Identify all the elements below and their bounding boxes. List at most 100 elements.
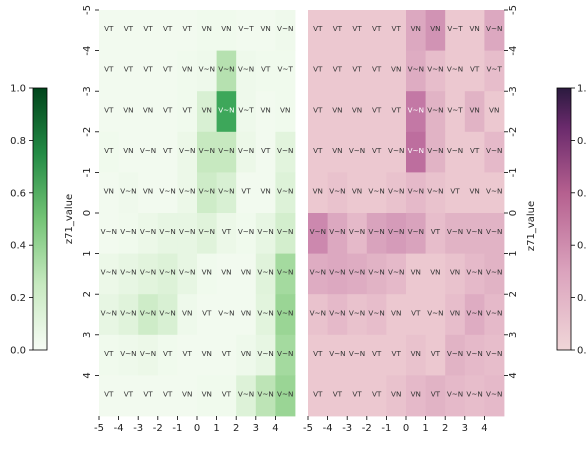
right-heatmap-cell — [308, 375, 328, 417]
right-cell-label: VT — [313, 146, 323, 155]
right-cell-label: VT — [431, 349, 441, 358]
left-heatmap-cell — [236, 294, 257, 336]
left-cell-label: VT — [183, 105, 193, 114]
left-heatmap-cell — [138, 334, 159, 376]
right-heatmap-cell — [327, 213, 348, 254]
right-heatmap-cell — [308, 50, 328, 92]
left-y-tick-label: -1 — [82, 167, 93, 177]
left-y-tick-label: 3 — [82, 332, 93, 338]
left-cell-label: VN — [260, 105, 270, 114]
right-cell-label: V~N — [427, 65, 443, 74]
right-x-tick-label: -5 — [303, 423, 313, 434]
left-x-tick-label: 4 — [272, 423, 278, 434]
left-cell-label: V~N — [101, 227, 117, 236]
right-y-tick-label: 0 — [508, 210, 519, 216]
right-heatmap-cell — [464, 334, 485, 376]
left-cell-label: VN — [202, 105, 212, 114]
left-cell-label: VT — [163, 24, 173, 33]
right-heatmap-cell — [366, 10, 387, 51]
left-heatmap-cell — [157, 334, 178, 376]
left-heatmap-cell — [157, 375, 178, 417]
left-cell-label: VN — [221, 24, 231, 33]
left-cell-label: V~N — [120, 227, 136, 236]
right-heatmap-cell — [347, 253, 368, 295]
left-cell-label: VN — [123, 105, 133, 114]
right-heatmap-cell — [464, 131, 485, 173]
right-heatmap-cell — [484, 172, 505, 214]
left-heatmap-cell — [275, 213, 296, 254]
left-colorbar-tick-label: 0.6 — [10, 188, 26, 199]
left-x-tick-label: -5 — [94, 423, 104, 434]
left-cell-label: VN — [280, 105, 290, 114]
left-cell-label: V~N — [218, 186, 234, 195]
right-cell-label: V~N — [388, 186, 404, 195]
left-cell-label: V~N — [140, 268, 156, 277]
left-heatmap-cell — [255, 375, 276, 417]
left-heatmap-cell — [118, 131, 139, 173]
left-cell-label: VT — [104, 146, 114, 155]
right-cell-label: VN — [332, 105, 342, 114]
left-heatmap-cell — [275, 50, 296, 92]
left-heatmap-cell — [216, 334, 237, 376]
left-heatmap-cell — [157, 294, 178, 336]
right-cell-label: VN — [469, 24, 479, 33]
left-colorbar-label: z71_value — [64, 194, 75, 244]
right-heatmap-cell — [308, 334, 328, 376]
left-cell-label: V~N — [199, 186, 215, 195]
left-colorbar-tick-label: 0.4 — [10, 241, 26, 252]
left-cell-label: V~N — [101, 268, 117, 277]
right-cell-label: VT — [470, 65, 480, 74]
right-heatmap-cell — [406, 213, 426, 254]
right-cell-label: V~N — [486, 349, 502, 358]
left-cell-label: V~N — [159, 186, 175, 195]
left-cell-label: V~N — [140, 146, 156, 155]
right-heatmap-cell — [386, 294, 407, 336]
left-heatmap-cell — [197, 334, 217, 376]
left-heatmap-cell — [255, 213, 276, 254]
right-heatmap-cell — [445, 334, 466, 376]
right-cell-label: VN — [430, 268, 440, 277]
right-heatmap-cell — [445, 294, 466, 336]
left-cell-label: V~N — [238, 227, 254, 236]
right-cell-label: V~N — [447, 349, 463, 358]
right-heatmap-cell — [347, 50, 368, 92]
left-heatmap-cell — [177, 253, 198, 295]
left-heatmap-cell — [118, 334, 139, 376]
left-heatmap-cell — [138, 294, 159, 336]
right-cell-label: V~N — [427, 308, 443, 317]
left-cell-label: V~N — [238, 65, 254, 74]
right-cell-label: VN — [430, 24, 440, 33]
right-x-tick-label: -2 — [362, 423, 372, 434]
left-cell-label: V~N — [238, 146, 254, 155]
left-cell-label: VT — [143, 389, 153, 398]
left-cell-label: VT — [163, 146, 173, 155]
right-heatmap-cell — [425, 213, 446, 254]
left-heatmap-cell — [197, 91, 217, 133]
left-cell-label: V~N — [277, 389, 293, 398]
left-heatmap-cell — [197, 131, 217, 173]
right-cell-label: VT — [313, 65, 323, 74]
right-cell-label: VT — [372, 349, 382, 358]
left-y-tick-label: -4 — [82, 46, 93, 56]
left-heatmap-cell — [255, 334, 276, 376]
left-heatmap-cell — [236, 253, 257, 295]
left-heatmap-cell — [99, 10, 119, 51]
left-cell-label: V~N — [218, 105, 234, 114]
left-cell-label: V~N — [257, 268, 273, 277]
left-heatmap-cell — [118, 375, 139, 417]
left-heatmap-cell — [275, 10, 296, 51]
left-heatmap-cell — [138, 131, 159, 173]
right-heatmap-cell — [386, 131, 407, 173]
left-y-tick-label: 2 — [82, 291, 93, 297]
right-heatmap-cell — [406, 131, 426, 173]
right-heatmap-cell — [308, 172, 328, 214]
right-cell-label: V~N — [427, 146, 443, 155]
right-heatmap-cell — [425, 131, 446, 173]
left-heatmap-cell — [236, 213, 257, 254]
right-cell-label: VT — [372, 65, 382, 74]
right-heatmap-cell — [484, 131, 505, 173]
left-cell-label: V~N — [257, 308, 273, 317]
right-heatmap-cell — [484, 375, 505, 417]
right-heatmap-cell — [386, 91, 407, 133]
